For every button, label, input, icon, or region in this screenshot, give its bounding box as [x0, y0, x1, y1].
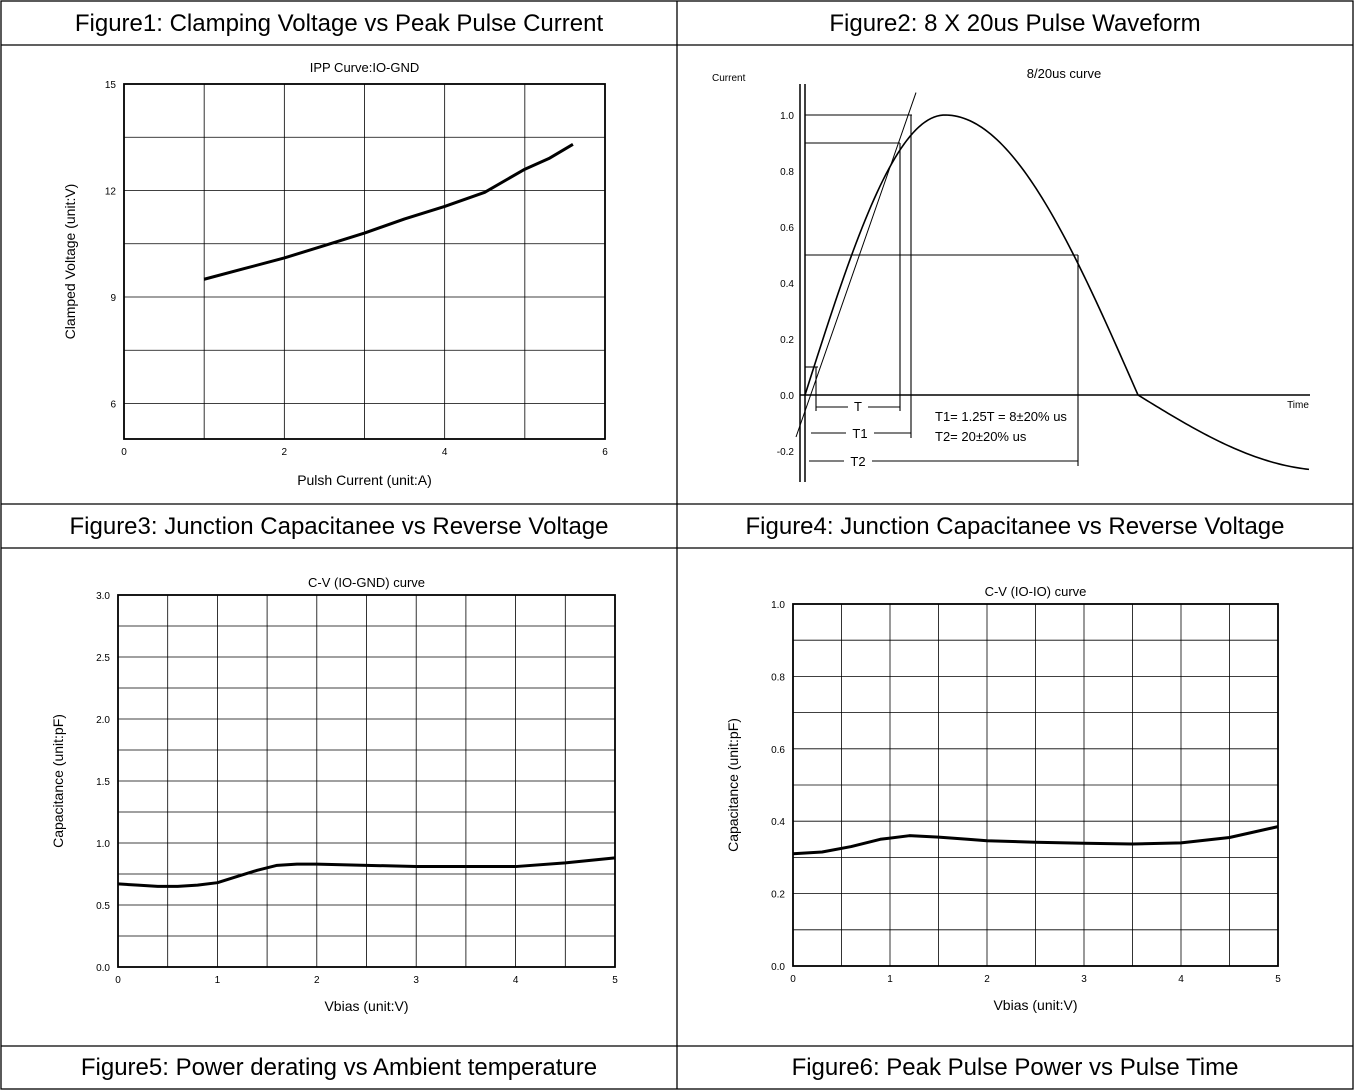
grid-lines — [124, 84, 605, 439]
y-tick-label: 9 — [110, 293, 116, 304]
y-tick-label: 1.0 — [780, 111, 794, 122]
dim-label-t1: T1 — [852, 426, 867, 441]
chart-title: 8/20us curve — [1027, 66, 1101, 81]
figure4-header: Figure4: Junction Capacitanee vs Reverse… — [745, 512, 1285, 540]
y-tick-label: 1.0 — [771, 600, 785, 611]
figure4-chart: 0 1 2 3 4 5 0.0 0.2 0.4 0.6 0.8 1.0 C-V (IO-IO) curv… — [678, 549, 1352, 1045]
figure1-header: Figure1: Clamping Voltage vs Peak Pulse … — [74, 9, 604, 37]
x-tick-label: 2 — [282, 447, 288, 458]
x-tick-label: 3 — [1081, 974, 1087, 985]
y-tick-label: 3.0 — [96, 591, 110, 602]
plot-frame — [123, 83, 606, 440]
plot-frame — [117, 594, 616, 968]
x-tick-label: 0 — [121, 447, 127, 458]
x-tick-label: 1 — [215, 975, 221, 986]
x-tick-label: 4 — [1178, 974, 1184, 985]
x-tick-label: 0 — [115, 975, 121, 986]
figure6-header: Figure6: Peak Pulse Power vs Pulse Time — [791, 1054, 1239, 1081]
marker-lines — [805, 114, 1079, 466]
x-tick-label: 6 — [602, 447, 608, 458]
x-tick-label: 2 — [314, 975, 320, 986]
y-axis-label: Capacitance (unit:pF) — [725, 718, 741, 852]
y-tick-label: 0.4 — [771, 817, 785, 828]
y-tick-label: 0.8 — [771, 672, 785, 683]
x-tick-label: 5 — [1275, 974, 1281, 985]
y-tick-label: -0.2 — [777, 447, 795, 458]
y-tick-label: 0.0 — [780, 391, 794, 402]
y-axis-label: Capacitance (unit:pF) — [50, 714, 66, 848]
y-tick-label: 2.0 — [96, 715, 110, 726]
y-tick-label: 1.5 — [96, 777, 110, 788]
axes — [799, 84, 1310, 482]
pulse-waveform-svg: Current Time 8/20us curve 1.0 0.8 0.6 0.4 0.2 0.… — [712, 66, 1310, 482]
y-tick-label: 12 — [105, 187, 117, 198]
y-tick-label: 0.5 — [96, 901, 110, 912]
label-bg — [846, 424, 874, 440]
x-axis-label: Time — [1287, 400, 1309, 411]
y-tick-label: 0.6 — [780, 223, 794, 234]
series-line — [792, 825, 1279, 856]
cv-io-gnd-svg: 0 1 2 3 4 5 0.0 0.5 1.0 1.5 2.0 2.5 3.0 C-V (IO-GND) … — [50, 575, 618, 1014]
ipp-curve-svg: 0 2 4 6 6 9 12 15 IPP Curve:IO-GND Pulsh Current … — [62, 60, 608, 488]
figure2-header: Figure2: 8 X 20us Pulse Waveform — [829, 9, 1201, 37]
dim-label-t: T — [854, 399, 862, 414]
waveform-curve — [804, 114, 1310, 471]
dim-label-t2: T2 — [850, 454, 865, 469]
plot-frame — [792, 603, 1279, 967]
x-axis-label: Vbias (unit:V) — [324, 998, 408, 1014]
x-tick-label: 3 — [413, 975, 419, 986]
formula-t2: T2= 20±20% us — [935, 429, 1027, 444]
series-line — [203, 143, 574, 281]
y-tick-label: 0.8 — [780, 167, 794, 178]
x-axis-label: Pulsh Current (unit:A) — [297, 472, 432, 488]
x-tick-label: 5 — [612, 975, 618, 986]
y-axis-label: Clamped Voltage (unit:V) — [62, 184, 78, 340]
tangent-line — [795, 92, 917, 438]
x-tick-label: 0 — [790, 974, 796, 985]
y-tick-label: 0.2 — [780, 335, 794, 346]
figure3-header: Figure3: Junction Capacitanee vs Reverse… — [69, 512, 609, 540]
x-tick-label: 1 — [887, 974, 893, 985]
y-tick-label: 0.4 — [780, 279, 794, 290]
cv-io-io-svg: 0 1 2 3 4 5 0.0 0.2 0.4 0.6 0.8 1.0 C-V (IO-IO) curv… — [725, 584, 1281, 1013]
y-tick-label: 6 — [110, 400, 116, 411]
chart-title: C-V (IO-GND) curve — [308, 575, 425, 590]
label-bg — [848, 398, 868, 414]
figure2-chart: Current Time 8/20us curve 1.0 0.8 0.6 0.4 0.2 0.… — [678, 46, 1352, 503]
formula-t1: T1= 1.25T = 8±20% us — [935, 409, 1067, 424]
y-tick-label: 0.0 — [96, 963, 110, 974]
x-tick-label: 4 — [513, 975, 519, 986]
y-tick-label: 0.6 — [771, 745, 785, 756]
figure5-header: Figure5: Power derating vs Ambient tempe… — [80, 1054, 598, 1081]
y-tick-label: 0.2 — [771, 890, 785, 901]
x-axis-label: Vbias (unit:V) — [993, 997, 1077, 1013]
x-tick-label: 4 — [442, 447, 448, 458]
y-tick-label: 2.5 — [96, 653, 110, 664]
y-tick-label: 15 — [105, 80, 117, 91]
y-axis-label: Current — [712, 73, 746, 84]
chart-title: IPP Curve:IO-GND — [310, 60, 420, 75]
y-tick-label: 1.0 — [96, 839, 110, 850]
x-tick-label: 2 — [984, 974, 990, 985]
label-bg — [844, 452, 872, 468]
chart-title: C-V (IO-IO) curve — [985, 584, 1087, 599]
figure1-chart: 0 2 4 6 6 9 12 15 IPP Curve:IO-GND Pulsh Current … — [2, 46, 676, 503]
grid-lines — [793, 604, 1278, 966]
figure3-chart: 0 1 2 3 4 5 0.0 0.5 1.0 1.5 2.0 2.5 3.0 C-V (IO-GND) … — [2, 549, 676, 1045]
y-tick-label: 0.0 — [771, 962, 785, 973]
grid-lines — [118, 595, 615, 967]
